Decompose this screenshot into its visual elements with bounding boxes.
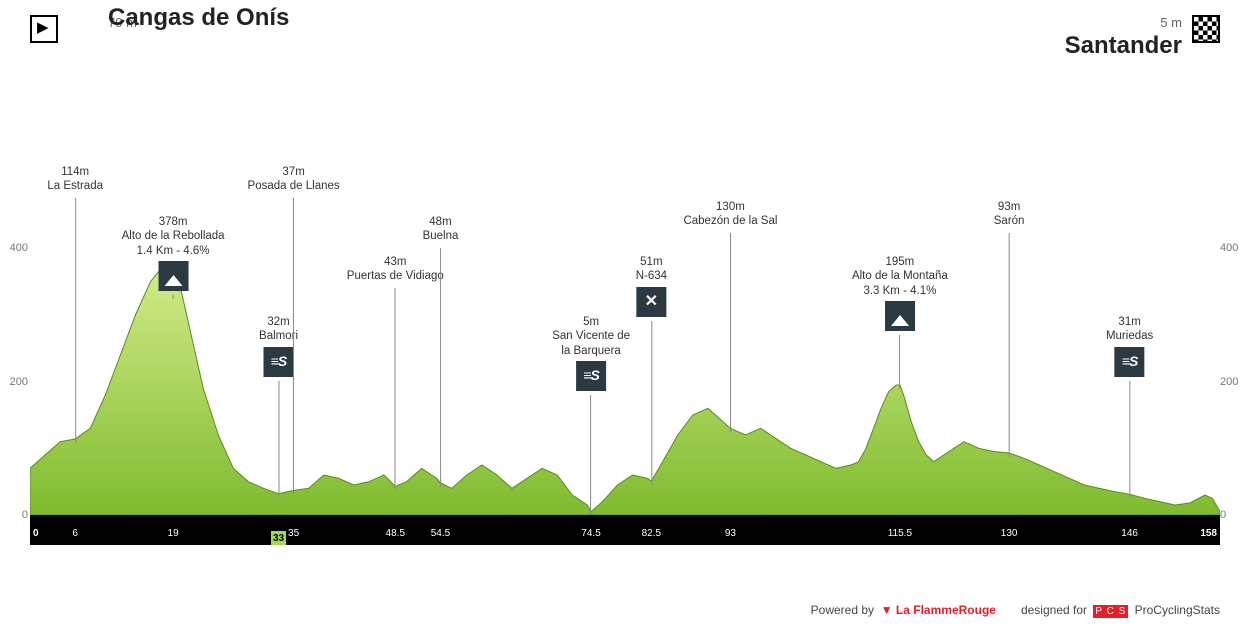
poi-marker: 130mCabezón de la Sal <box>683 200 777 515</box>
km-marker-label: 35 <box>288 528 299 539</box>
poi-leader-line <box>395 288 396 490</box>
poi-label: 378mAlto de la Rebollada1.4 Km - 4.6% <box>122 215 225 258</box>
powered-by-label: Powered by <box>811 603 874 617</box>
poi-leader-line <box>293 198 294 494</box>
km-end-label: 158 <box>1200 528 1217 539</box>
footer-credits: Powered by La FlammeRouge designed for P… <box>811 603 1220 617</box>
km-marker-label: 93 <box>725 528 736 539</box>
poi-marker: 93mSarón <box>994 200 1025 515</box>
km-marker-label: 48.5 <box>386 528 405 539</box>
y-axis-tick-right: 0 <box>1220 509 1245 521</box>
start-icon <box>30 15 58 43</box>
poi-label: 48mBuelna <box>423 215 459 244</box>
distance-bar: 0 158 6 19 35 48.5 54.5 74.5 82.5 93 115.5 130 146 33 <box>30 515 1220 545</box>
poi-leader-line <box>440 248 441 487</box>
pcs-badge-icon: P C S <box>1093 605 1128 618</box>
poi-label: 93mSarón <box>994 200 1025 229</box>
km-marker-label: 130 <box>1001 528 1018 539</box>
stage-finish-header: 5 m Santander <box>1065 15 1220 60</box>
poi-label: 51mN-634 <box>636 255 667 284</box>
poi-label: 114mLa Estrada <box>47 165 103 194</box>
y-axis-tick-right: 200 <box>1220 376 1245 388</box>
poi-marker: 114mLa Estrada <box>47 165 103 515</box>
poi-leader-line <box>75 198 76 443</box>
sprint-icon: ≡S <box>576 361 606 391</box>
finish-icon <box>1192 15 1220 43</box>
poi-leader-line <box>651 321 652 485</box>
feed-zone-icon <box>636 287 666 317</box>
km-start-label: 0 <box>33 528 39 539</box>
poi-marker: 31mMuriedas ≡S <box>1106 315 1153 515</box>
km-marker-label: 6 <box>72 528 78 539</box>
km-marker-label: 54.5 <box>431 528 450 539</box>
elevation-chart: 00200200400400 114mLa Estrada378mAlto de… <box>30 115 1220 545</box>
designed-for-label: designed for <box>1021 603 1087 617</box>
finish-elevation: 5 m <box>1065 15 1182 30</box>
poi-marker: 195mAlto de la Montaña3.3 Km - 4.1%3 <box>852 255 948 515</box>
poi-leader-line <box>591 395 592 516</box>
poi-label: 130mCabezón de la Sal <box>683 200 777 229</box>
y-axis-tick-left: 200 <box>8 376 28 388</box>
laflamme-rouge-logo: La FlammeRouge <box>881 603 996 617</box>
poi-label: 195mAlto de la Montaña3.3 Km - 4.1% <box>852 255 948 298</box>
poi-label: 5mSan Vicente dela Barquera <box>552 315 630 358</box>
y-axis-tick-left: 0 <box>8 509 28 521</box>
poi-marker: 37mPosada de Llanes <box>248 165 340 515</box>
poi-marker: 5mSan Vicente dela Barquera≡S <box>552 315 630 515</box>
poi-leader-line <box>730 233 731 432</box>
y-axis-tick-left: 400 <box>8 242 28 254</box>
km-sprint-highlight-label: 33 <box>273 533 284 544</box>
poi-marker: 378mAlto de la Rebollada1.4 Km - 4.6%3 <box>122 215 225 515</box>
poi-marker: 48mBuelna <box>423 215 459 515</box>
poi-marker: 51mN-634 <box>636 255 667 515</box>
sprint-icon: ≡S <box>1115 347 1145 377</box>
stage-start-header: 70 m Cangas de Onís <box>30 15 289 43</box>
poi-leader-line <box>899 335 900 389</box>
poi-label: 37mPosada de Llanes <box>248 165 340 194</box>
finish-city: Santander <box>1065 32 1182 59</box>
poi-leader-line <box>173 295 174 299</box>
climb-category-icon: 3 <box>158 261 188 291</box>
y-axis-tick-right: 400 <box>1220 242 1245 254</box>
km-marker-label: 82.5 <box>642 528 661 539</box>
start-city: Cangas de Onís <box>108 4 289 32</box>
km-marker-label: 19 <box>168 528 179 539</box>
climb-category-icon: 3 <box>885 301 915 331</box>
km-marker-label: 146 <box>1121 528 1138 539</box>
poi-label: 31mMuriedas <box>1106 315 1153 344</box>
pcs-label: ProCyclingStats <box>1135 603 1220 617</box>
poi-leader-line <box>1009 233 1010 457</box>
km-marker-label: 74.5 <box>581 528 600 539</box>
poi-leader-line <box>1129 381 1130 498</box>
km-marker-label: 115.5 <box>888 528 912 539</box>
